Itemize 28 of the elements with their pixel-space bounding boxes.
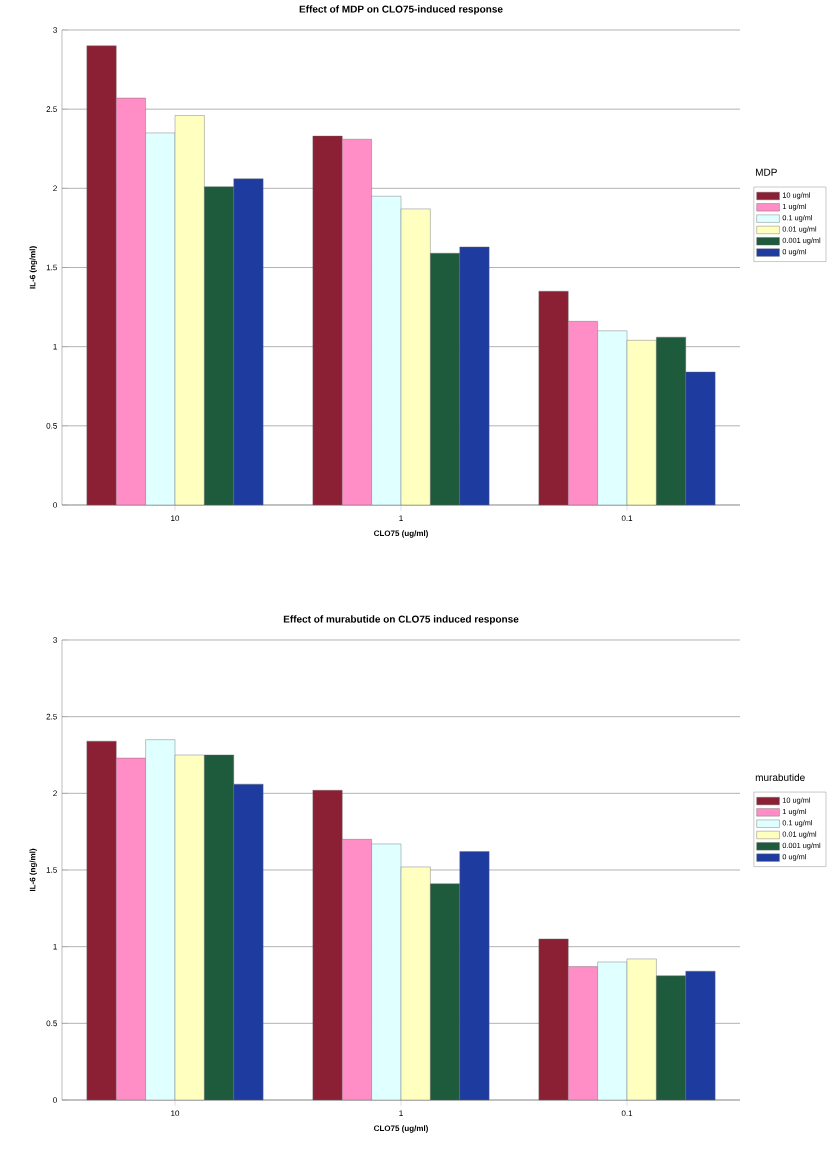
y-tick-label: 3 [53, 27, 57, 33]
chart-title: Effect of MDP on CLO75-induced response [299, 5, 503, 15]
legend-title: MDP [755, 168, 777, 176]
y-tick-label: 1.5 [46, 867, 57, 873]
y-tick-label: 2.5 [46, 106, 57, 112]
x-axis-title: CLO75 (ug/ml) [374, 530, 428, 538]
x-tick-label: 10 [171, 515, 180, 522]
x-tick-label: 10 [171, 1110, 180, 1117]
y-tick-label: 0 [53, 1097, 57, 1103]
chart-title: Effect of murabutide on CLO75 induced response [283, 615, 519, 625]
y-tick-label: 0.5 [46, 423, 57, 429]
y-tick-label: 2 [53, 790, 57, 797]
y-tick-label: 1 [53, 343, 57, 350]
y-tick-label: 2 [53, 185, 57, 192]
x-tick-label: 0.1 [621, 1110, 633, 1117]
y-tick-label: 2.5 [46, 713, 57, 720]
y-axis-title: IL-6 (ng/ml) [29, 246, 38, 289]
x-axis-title: CLO75 (ug/ml) [374, 1125, 428, 1133]
legend-title: murabutide [755, 773, 805, 781]
y-tick-label: 0 [53, 502, 57, 508]
x-tick-label: 1 [399, 1110, 403, 1116]
y-tick-label: 3 [53, 637, 57, 643]
y-tick-label: 1.5 [46, 264, 57, 271]
y-axis-title: IL-6 (ng/ml) [29, 848, 38, 892]
x-tick-label: 0.1 [621, 515, 633, 522]
y-tick-label: 0.5 [46, 1020, 57, 1027]
y-tick-label: 1 [53, 943, 57, 950]
x-tick-label: 1 [399, 515, 403, 521]
